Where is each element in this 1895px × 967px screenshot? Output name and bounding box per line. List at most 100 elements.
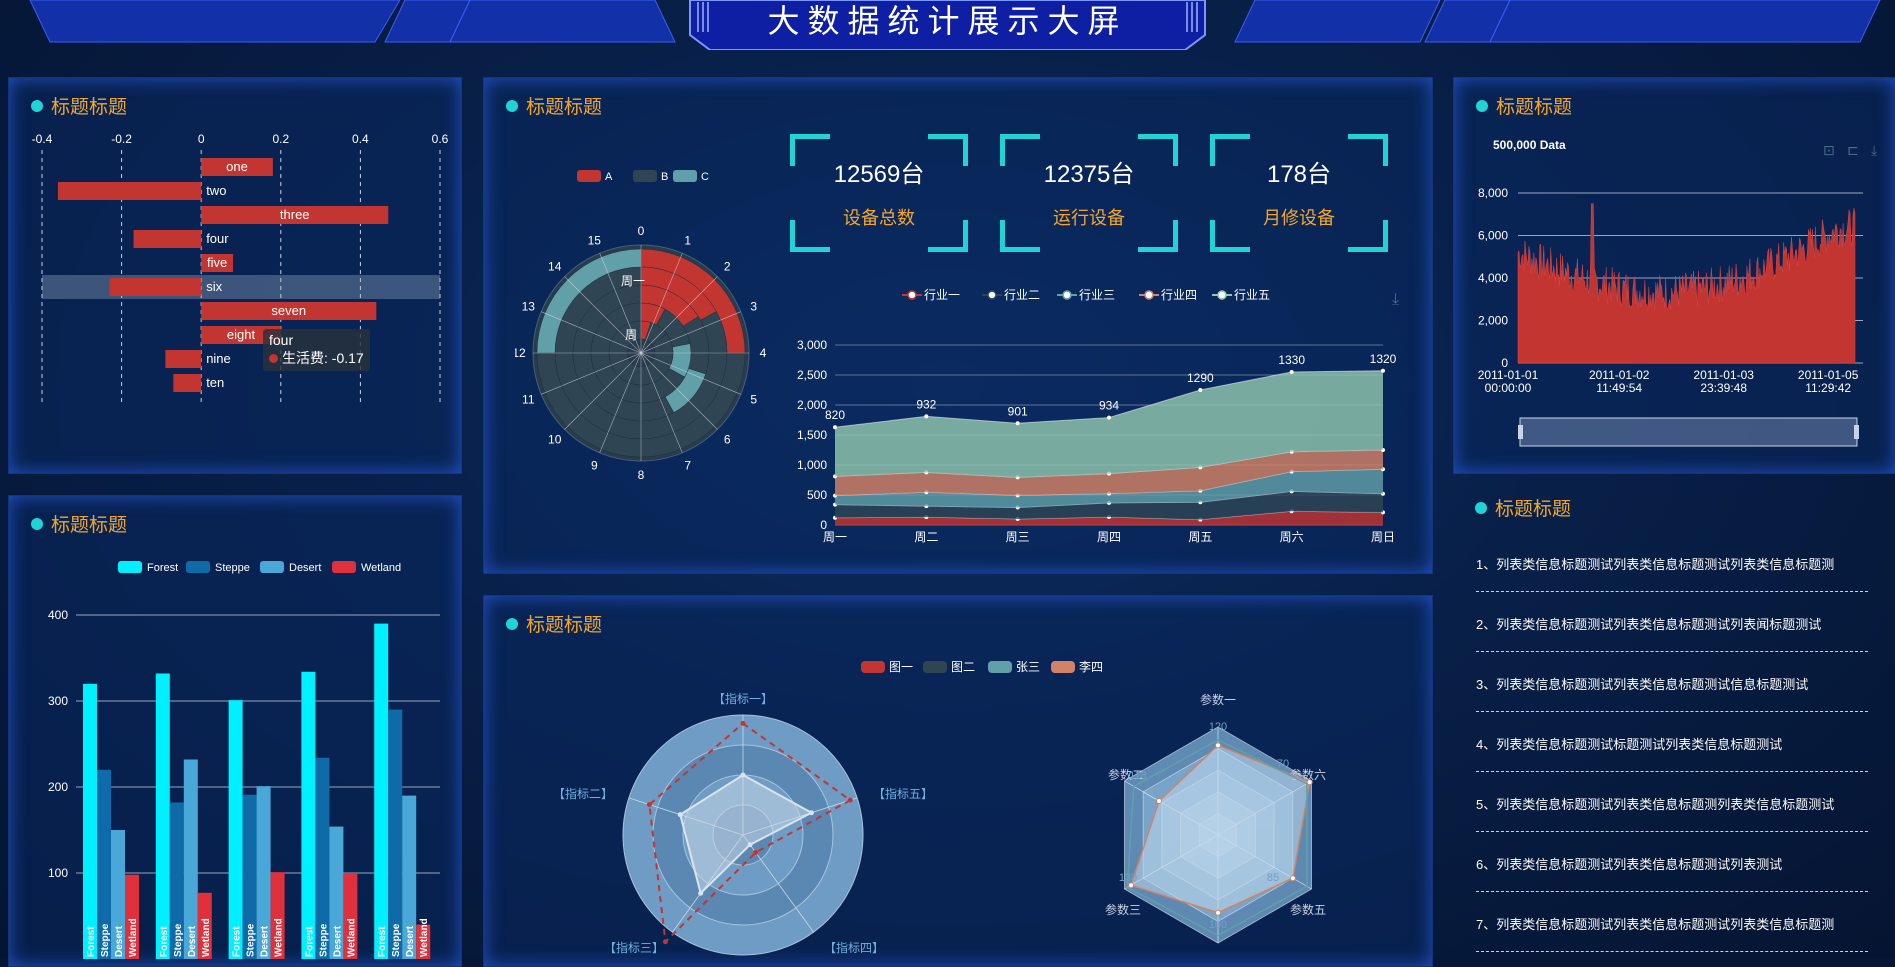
radar-charts[interactable]: 图一 图二 张三 李四【指标一】【指标五】【指标四】【指标三】【指标二】参数一参数六参… bbox=[483, 645, 1431, 959]
panel-title: 标题标题 bbox=[1475, 494, 1571, 521]
bar-label: Wetland bbox=[419, 918, 430, 957]
slider-handle-left bbox=[1518, 425, 1523, 439]
list-item[interactable]: 6、列表类信息标题测试列表类信息标题测试列表测试 bbox=[1476, 855, 1868, 892]
angle-label: 8 bbox=[638, 468, 645, 482]
area-series bbox=[1517, 203, 1856, 364]
bar-label: Forest bbox=[377, 926, 388, 957]
legend-swatch-B bbox=[633, 170, 657, 182]
title-dot-icon bbox=[506, 617, 518, 630]
legend-swatch-Steppe bbox=[186, 561, 210, 573]
radar-point bbox=[1215, 909, 1221, 916]
bar-label: Steppe bbox=[318, 923, 329, 957]
radius-label: 周 bbox=[625, 328, 637, 342]
spoke bbox=[640, 311, 741, 354]
list-item[interactable]: 2、列表类信息标题测试列表类信息标题测试列表闻标题测试 bbox=[1476, 615, 1868, 652]
radar-indicator: 【指标三】 bbox=[604, 940, 664, 955]
tick-label: 8,000 bbox=[1478, 186, 1508, 200]
bar-label: four bbox=[206, 231, 229, 246]
legend-marker bbox=[1062, 290, 1072, 300]
tick-label: 周一 bbox=[823, 530, 847, 544]
tick-label: 周三 bbox=[1006, 530, 1030, 544]
slider-handle-right bbox=[1854, 425, 1859, 439]
spoke bbox=[541, 311, 642, 354]
angle-label: 9 bbox=[591, 459, 598, 473]
legend-swatch bbox=[861, 661, 885, 673]
groupbar-chart[interactable]: Forest Steppe Desert Wetland100200300400For… bbox=[8, 545, 460, 959]
chart-tooltip: four 生活费: -0.17 bbox=[263, 329, 370, 371]
bar-label: one bbox=[226, 159, 248, 174]
radar-indicator: 【指标五】 bbox=[873, 786, 933, 801]
bar-label: Desert bbox=[405, 925, 416, 957]
bar-label: Forest bbox=[86, 926, 97, 957]
radar-point bbox=[1156, 797, 1163, 804]
tick-label: 2,000 bbox=[797, 398, 827, 412]
bar-label: Desert bbox=[114, 925, 125, 957]
bar-Wetland bbox=[197, 892, 212, 959]
radar-indicator: 参数二 bbox=[1108, 767, 1144, 782]
bar-Forest bbox=[301, 671, 316, 959]
radar-value-label: 100 bbox=[1209, 919, 1227, 931]
area-chart[interactable]: 500,000 Data ⊡ ⊏ ⤓ 0 2,000 4,000 6,000 8,000 2011… bbox=[1453, 130, 1895, 460]
list-item[interactable]: 7、列表类信息标题测试列表类信息标题测试列表类信息标题测 bbox=[1476, 915, 1868, 952]
area-行业二 bbox=[835, 491, 1383, 520]
radar-value-label: 118 bbox=[1129, 770, 1147, 782]
point bbox=[1381, 368, 1385, 373]
bar-Wetland bbox=[125, 874, 139, 959]
legend-marker bbox=[1217, 290, 1227, 300]
radar-indicator: 参数三 bbox=[1105, 902, 1141, 917]
bar-four bbox=[133, 230, 202, 248]
list-item[interactable]: 4、列表类信息标题测试标题测试列表类信息标题测试 bbox=[1476, 735, 1868, 772]
radar-value-label: 120 bbox=[1209, 721, 1227, 733]
tick-label: 1,000 bbox=[797, 458, 827, 472]
bar-label: five bbox=[207, 255, 227, 270]
bracket-frame-icon bbox=[1210, 134, 1388, 252]
bar-ten bbox=[173, 374, 202, 392]
angle-label: 13 bbox=[522, 299, 536, 313]
panel-title: 标题标题 bbox=[1476, 92, 1572, 119]
bar-Forest bbox=[374, 623, 389, 959]
legend-label: Desert bbox=[289, 562, 321, 574]
bar-label: two bbox=[206, 183, 226, 198]
bar-label: Desert bbox=[260, 925, 271, 957]
title-dot-icon bbox=[31, 99, 43, 112]
tick-label: -0.2 bbox=[111, 132, 132, 146]
panel-title-text: 标题标题 bbox=[526, 615, 603, 636]
panel-title-text: 标题标题 bbox=[51, 97, 128, 118]
angle-label: 15 bbox=[588, 233, 602, 247]
area-行业三 bbox=[835, 469, 1383, 508]
legend-label: 行业二 bbox=[1004, 288, 1040, 302]
tick-label: 2011-01-03 bbox=[1693, 368, 1754, 382]
radar-indicator: 【指标二】 bbox=[553, 786, 613, 801]
point bbox=[1198, 388, 1203, 392]
list-item[interactable]: 5、列表类信息标题测试列表类信息标题测列表类信息标题测试 bbox=[1476, 795, 1868, 832]
data-label: 901 bbox=[1008, 404, 1028, 418]
angle-label: 7 bbox=[684, 459, 691, 473]
bar-label: Forest bbox=[232, 926, 243, 957]
angle-label: 2 bbox=[724, 260, 731, 274]
tick-label: 300 bbox=[48, 694, 68, 708]
bar-label: Forest bbox=[304, 926, 315, 957]
angle-label: 1 bbox=[684, 233, 691, 247]
radar-point bbox=[740, 720, 746, 726]
tick-label: 0.4 bbox=[352, 132, 369, 146]
tick-label: 2011-01-02 bbox=[1589, 368, 1650, 382]
tick-label: 0 bbox=[198, 132, 205, 146]
bar-label: seven bbox=[271, 303, 306, 318]
point bbox=[924, 414, 929, 419]
spoke bbox=[599, 352, 642, 453]
highlight-band bbox=[42, 275, 440, 299]
angle-label: 10 bbox=[548, 432, 562, 446]
tick-label: 周二 bbox=[914, 530, 938, 544]
list-item[interactable]: 1、列表类信息标题测试列表类信息标题测试列表类信息标题测 bbox=[1476, 555, 1868, 592]
tick-label: 周四 bbox=[1097, 530, 1121, 544]
radar-point bbox=[1289, 875, 1296, 882]
legend-swatch-Wetland bbox=[332, 561, 356, 573]
bar-Forest bbox=[155, 673, 170, 959]
bracket-frame-icon bbox=[1000, 134, 1178, 252]
stacked-area-chart[interactable]: 行业一 行业二 行业三 行业四 行业五 ⤓ 0 500 1,000 1,500 2,000 2,500… bbox=[780, 280, 1430, 555]
list-item[interactable]: 3、列表类信息标题测试列表类信息标题测试信息标题测试 bbox=[1476, 675, 1868, 712]
angle-label: 3 bbox=[750, 299, 757, 313]
bar-label: Desert bbox=[187, 925, 198, 957]
